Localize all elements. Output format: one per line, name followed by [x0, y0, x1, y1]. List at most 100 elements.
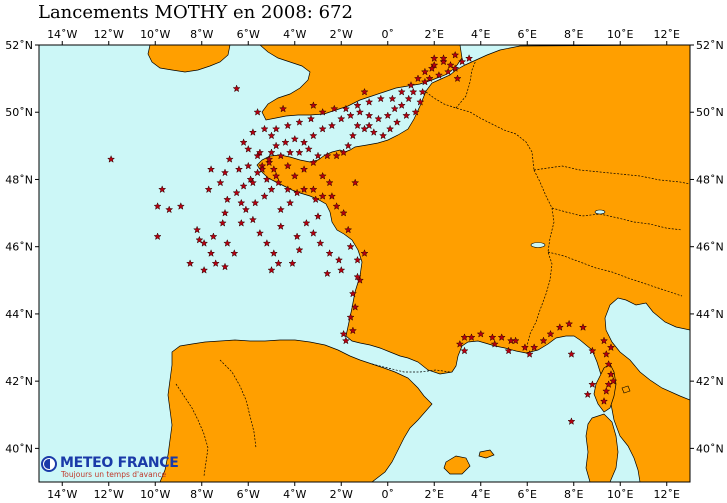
launch-marker — [364, 121, 374, 130]
launch-marker — [293, 188, 302, 197]
lon-label-top: 10˚E — [607, 28, 633, 41]
launch-marker — [588, 346, 597, 355]
launch-marker — [327, 121, 337, 130]
lon-label-top: 4˚E — [471, 28, 490, 41]
launch-marker — [341, 336, 350, 345]
launch-marker — [376, 94, 385, 103]
launch-marker — [583, 390, 592, 399]
launch-marker — [276, 151, 285, 160]
launch-marker — [241, 205, 250, 214]
lon-label-bottom: 10˚W — [140, 488, 170, 501]
launch-marker — [353, 101, 362, 109]
launch-marker — [311, 195, 320, 204]
launch-marker — [488, 333, 497, 341]
launch-marker — [274, 178, 283, 187]
launch-marker — [497, 333, 506, 341]
launch-marker — [309, 228, 318, 237]
launch-marker — [332, 151, 341, 160]
launch-marker — [588, 380, 597, 388]
launch-marker — [206, 249, 216, 257]
launch-marker — [295, 245, 304, 254]
launch-marker — [455, 339, 464, 348]
mallorca-island — [443, 455, 471, 475]
launch-marker — [232, 84, 241, 93]
launch-marker — [323, 151, 332, 160]
launch-marker — [285, 148, 295, 157]
launch-marker — [309, 101, 318, 109]
launch-marker — [418, 87, 427, 96]
launch-marker — [397, 101, 406, 109]
launch-marker — [383, 111, 392, 120]
launch-marker — [309, 185, 318, 194]
lat-label-left: 50˚N — [5, 106, 33, 119]
launch-marker — [606, 370, 616, 378]
launch-marker — [351, 302, 360, 311]
launch-marker — [230, 249, 239, 257]
launch-marker — [158, 185, 167, 194]
launch-marker — [269, 249, 278, 257]
launch-marker — [248, 128, 257, 136]
launch-marker — [467, 333, 476, 341]
longitude-labels-top: 14˚W 12˚W 10˚W 8˚W 6˚W 4˚W 2˚W 0˚ 2˚E 4˚E 6˚E 8˚E 10… — [47, 28, 680, 41]
lon-label-top: 8˚E — [564, 28, 583, 41]
meteo-france-logo-icon — [41, 456, 57, 472]
launch-marker — [318, 191, 327, 200]
launch-marker — [313, 151, 323, 160]
launch-marker — [107, 154, 116, 163]
launch-marker — [339, 148, 348, 157]
launch-marker — [318, 107, 327, 116]
launch-marker — [465, 54, 474, 63]
lat-label-right: 46˚N — [696, 241, 724, 254]
launch-marker — [216, 178, 225, 187]
launch-marker — [255, 228, 264, 237]
launch-marker — [355, 107, 364, 116]
launch-marker — [220, 262, 230, 271]
launch-marker — [346, 111, 355, 120]
launch-marker — [406, 80, 416, 89]
lon-label-top: 12˚E — [654, 28, 680, 41]
launch-marker — [460, 333, 469, 341]
latitude-labels-left: 52˚N 50˚N 48˚N 46˚N 44˚N 42˚N 40˚N — [5, 39, 33, 455]
lon-label-top: 4˚W — [283, 28, 306, 41]
launch-marker — [344, 141, 353, 150]
lon-label-top: 6˚W — [237, 28, 260, 41]
launch-marker — [260, 124, 269, 133]
lon-label-bottom: 6˚W — [237, 488, 260, 501]
launch-marker — [286, 198, 295, 207]
lon-label-bottom: 8˚W — [190, 488, 213, 501]
launch-marker — [439, 54, 448, 63]
launch-marker — [602, 350, 611, 358]
launch-marker — [290, 171, 299, 180]
launch-marker — [460, 346, 469, 355]
launch-marker — [255, 148, 265, 157]
lake-constance — [594, 209, 606, 215]
launch-marker — [565, 319, 574, 328]
launch-marker — [346, 312, 355, 321]
launch-marker — [276, 205, 285, 214]
launch-marker — [606, 343, 616, 352]
launch-marker — [353, 121, 362, 130]
lon-label-top: 0˚ — [382, 28, 395, 41]
launch-marker — [283, 121, 292, 130]
launch-marker — [302, 218, 311, 227]
launch-marker — [195, 235, 204, 244]
launch-marker — [348, 289, 357, 298]
launch-marker — [337, 114, 346, 123]
lat-label-right: 44˚N — [696, 308, 724, 321]
launch-marker — [539, 336, 548, 345]
launch-marker — [248, 215, 257, 224]
launch-marker — [602, 386, 611, 395]
launch-marker — [439, 57, 448, 66]
lat-label-right: 48˚N — [696, 173, 724, 186]
launch-marker — [413, 74, 423, 83]
longitude-labels-bottom: 14˚W 12˚W 10˚W 8˚W 6˚W 4˚W 2˚W 0˚ 2˚E 4˚E 6˚E 8˚E 10… — [47, 488, 680, 501]
launch-marker — [223, 238, 232, 247]
launch-marker — [337, 265, 346, 274]
launch-marker — [262, 238, 271, 247]
launch-marker — [234, 165, 244, 173]
lake-geneva — [530, 242, 546, 248]
launch-marker — [444, 67, 453, 76]
map-title: Lancements MOTHY en 2008: 672 — [38, 2, 353, 23]
launch-marker — [353, 255, 362, 264]
